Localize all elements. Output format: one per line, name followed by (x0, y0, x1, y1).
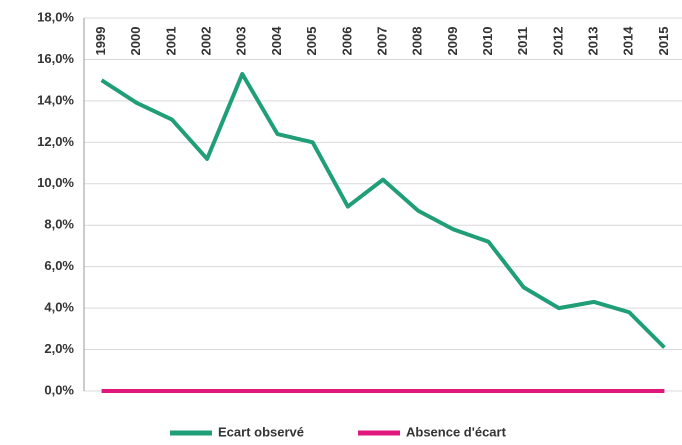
x-tick-label: 2005 (304, 27, 319, 56)
x-tick-label: 2009 (445, 27, 460, 56)
x-tick-label: 2002 (199, 27, 214, 56)
legend-label: Ecart observé (218, 424, 304, 439)
x-tick-label: 2013 (585, 27, 600, 56)
x-tick-label: 2014 (621, 26, 636, 56)
series-line (100, 71, 666, 349)
x-tick-label: 2011 (515, 27, 530, 55)
y-tick-label: 2,0% (44, 341, 74, 356)
x-tick-label: 2000 (128, 27, 143, 56)
x-tick-label: 2010 (480, 27, 495, 56)
y-tick-label: 8,0% (44, 217, 74, 232)
x-tick-label: 2008 (410, 27, 425, 56)
y-tick-label: 4,0% (44, 300, 74, 315)
x-tick-label: 2001 (163, 27, 178, 56)
x-tick-label: 1999 (93, 27, 108, 56)
x-tick-label: 2003 (234, 27, 249, 56)
y-tick-label: 0,0% (44, 382, 74, 397)
x-tick-label: 2006 (339, 27, 354, 56)
x-tick-label: 2012 (550, 27, 565, 56)
x-tick-label: 2004 (269, 26, 284, 56)
y-tick-label: 14,0% (37, 92, 74, 107)
x-tick-label: 2015 (656, 27, 671, 56)
y-tick-label: 12,0% (37, 134, 74, 149)
y-tick-label: 10,0% (37, 175, 74, 190)
y-tick-label: 18,0% (37, 9, 74, 24)
x-tick-label: 2007 (374, 27, 389, 56)
legend-label: Absence d'écart (406, 424, 507, 439)
y-tick-label: 16,0% (37, 51, 74, 66)
y-tick-label: 6,0% (44, 258, 74, 273)
